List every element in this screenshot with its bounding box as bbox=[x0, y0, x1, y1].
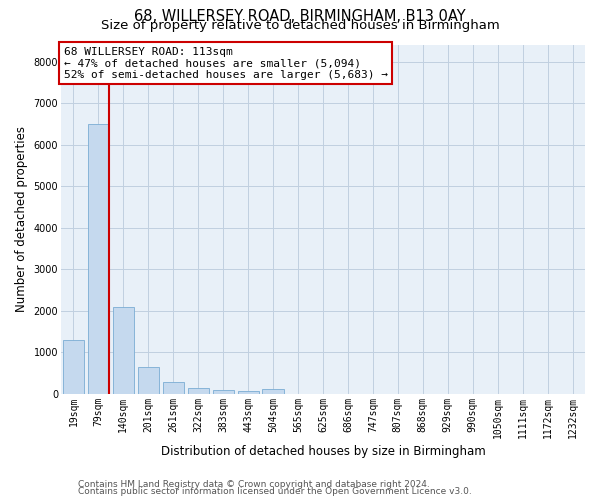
Bar bbox=[113, 308, 134, 394]
Text: 68, WILLERSEY ROAD, BIRMINGHAM, B13 0AY: 68, WILLERSEY ROAD, BIRMINGHAM, B13 0AY bbox=[134, 9, 466, 24]
Bar bbox=[88, 124, 109, 394]
Bar bbox=[188, 388, 209, 394]
Text: Contains public sector information licensed under the Open Government Licence v3: Contains public sector information licen… bbox=[78, 488, 472, 496]
Text: Size of property relative to detached houses in Birmingham: Size of property relative to detached ho… bbox=[101, 19, 499, 32]
Bar bbox=[163, 382, 184, 394]
Bar bbox=[238, 391, 259, 394]
X-axis label: Distribution of detached houses by size in Birmingham: Distribution of detached houses by size … bbox=[161, 444, 485, 458]
Text: 68 WILLERSEY ROAD: 113sqm
← 47% of detached houses are smaller (5,094)
52% of se: 68 WILLERSEY ROAD: 113sqm ← 47% of detac… bbox=[64, 46, 388, 80]
Text: Contains HM Land Registry data © Crown copyright and database right 2024.: Contains HM Land Registry data © Crown c… bbox=[78, 480, 430, 489]
Y-axis label: Number of detached properties: Number of detached properties bbox=[15, 126, 28, 312]
Bar bbox=[212, 390, 234, 394]
Bar bbox=[63, 340, 84, 394]
Bar bbox=[137, 366, 159, 394]
Bar bbox=[262, 389, 284, 394]
